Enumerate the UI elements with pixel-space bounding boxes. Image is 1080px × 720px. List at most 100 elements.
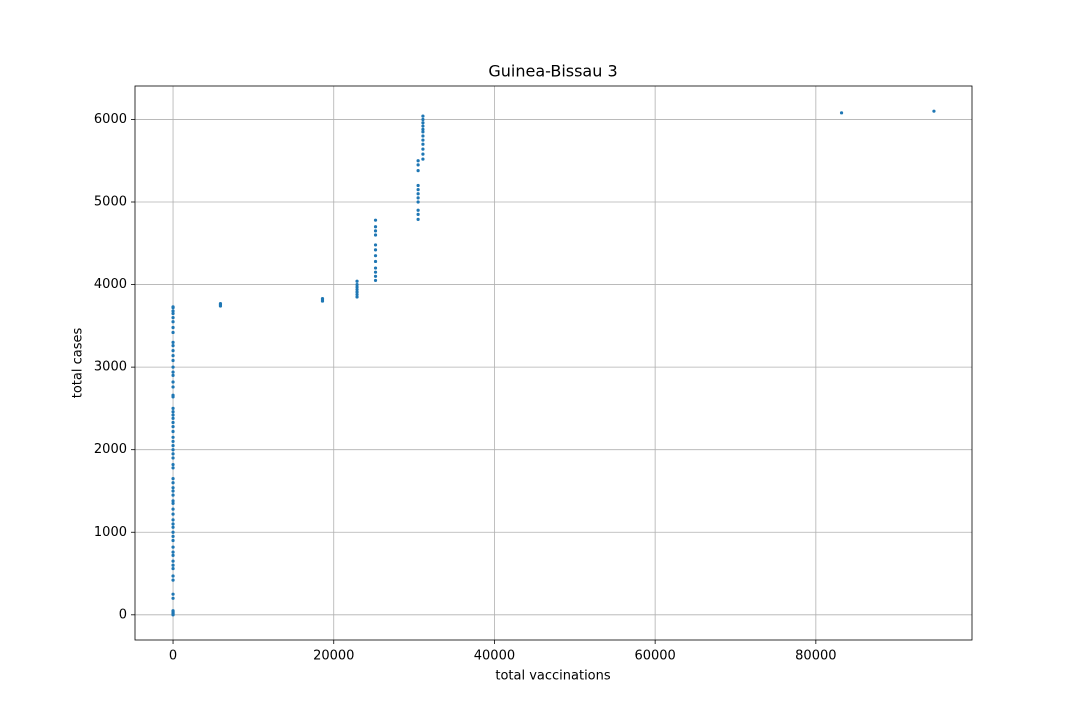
point	[421, 152, 425, 156]
point	[171, 507, 175, 511]
point	[171, 522, 175, 526]
point	[355, 285, 359, 289]
point	[171, 466, 175, 470]
point	[171, 462, 175, 467]
point	[171, 344, 175, 348]
point	[171, 592, 175, 596]
point	[171, 325, 175, 330]
point	[171, 476, 175, 481]
x-tick-label: 80000	[795, 649, 836, 664]
point	[373, 254, 378, 258]
point	[421, 117, 425, 122]
point	[416, 200, 420, 204]
point	[171, 545, 175, 549]
point	[421, 130, 425, 134]
point	[218, 301, 223, 306]
point	[171, 525, 175, 529]
point	[416, 212, 420, 216]
point	[416, 163, 420, 167]
point	[171, 370, 175, 374]
point	[416, 183, 420, 188]
point	[373, 278, 378, 283]
point	[421, 114, 425, 118]
point	[421, 147, 425, 151]
point	[373, 274, 378, 278]
point	[171, 456, 175, 460]
point	[171, 538, 175, 543]
point	[171, 320, 175, 324]
point	[171, 353, 175, 358]
point	[355, 287, 359, 292]
point	[373, 243, 378, 247]
x-tick-label: 20000	[313, 649, 354, 664]
point	[171, 435, 175, 439]
y-tick-label: 6000	[94, 112, 127, 127]
point	[171, 518, 175, 522]
point	[171, 559, 175, 563]
point	[416, 159, 420, 163]
x-tick-label: 0	[169, 649, 177, 664]
point	[171, 563, 175, 567]
y-tick-label: 4000	[94, 277, 127, 292]
point	[373, 233, 378, 237]
point	[171, 553, 175, 557]
x-tick-label: 40000	[474, 649, 515, 664]
point	[355, 290, 359, 294]
point	[171, 550, 175, 554]
point	[171, 349, 175, 353]
point	[416, 208, 420, 212]
point	[171, 443, 175, 448]
point	[171, 406, 175, 411]
point	[355, 292, 359, 297]
point	[421, 142, 425, 146]
point	[373, 225, 378, 229]
point	[171, 416, 175, 420]
point	[171, 365, 175, 369]
point	[171, 574, 175, 578]
point	[171, 566, 175, 571]
point	[171, 534, 175, 538]
point	[171, 330, 175, 335]
y-tick-label: 0	[119, 607, 127, 622]
point	[171, 501, 175, 505]
y-tick-label: 1000	[94, 525, 127, 540]
point	[171, 530, 175, 534]
x-tick-label: 60000	[634, 649, 675, 664]
point	[421, 138, 425, 142]
x-axis-label: total vaccinations	[495, 669, 611, 684]
point	[373, 259, 378, 264]
point	[171, 315, 175, 320]
point	[373, 229, 378, 233]
point	[171, 393, 175, 397]
point	[421, 121, 425, 125]
point	[355, 279, 359, 283]
point	[171, 420, 175, 425]
point	[171, 452, 175, 456]
y-tick-label: 3000	[94, 360, 127, 375]
point	[421, 127, 425, 131]
point	[171, 340, 175, 344]
point	[171, 424, 175, 429]
point	[171, 493, 175, 497]
point	[171, 578, 175, 582]
point	[932, 109, 936, 113]
point	[416, 217, 420, 221]
point	[416, 196, 420, 200]
plot-frame	[134, 85, 973, 641]
chart-title: Guinea-Bissau 3	[488, 62, 617, 81]
point	[171, 413, 175, 417]
point	[320, 297, 325, 301]
point	[421, 157, 425, 161]
point	[171, 499, 175, 503]
y-tick-label: 2000	[94, 442, 127, 457]
point	[171, 448, 175, 452]
point	[171, 380, 175, 384]
point	[373, 270, 378, 274]
point	[421, 124, 425, 128]
point	[171, 512, 175, 516]
point	[171, 305, 175, 309]
point	[171, 373, 175, 377]
point	[171, 481, 175, 485]
point	[171, 429, 175, 434]
